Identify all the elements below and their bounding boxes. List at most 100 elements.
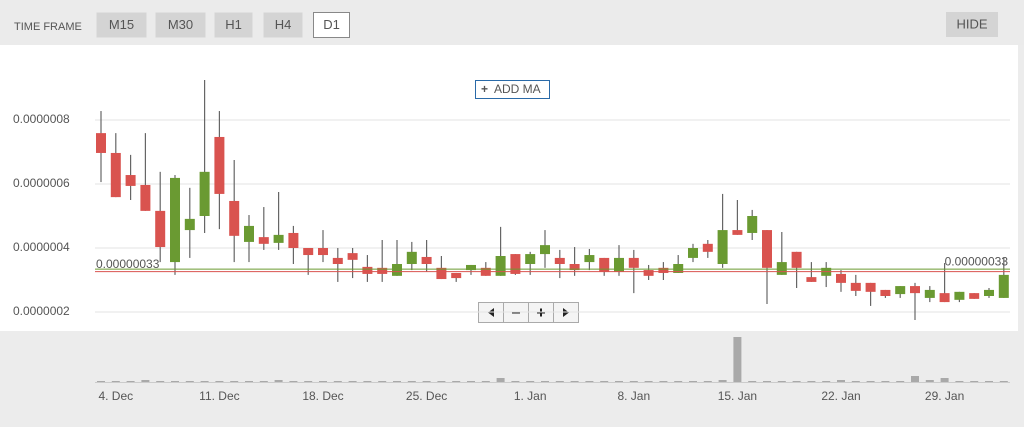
volume-bar bbox=[689, 381, 697, 382]
volume-bar bbox=[615, 381, 623, 382]
x-tick-label: 18. Dec bbox=[302, 389, 343, 403]
volume-bar bbox=[452, 381, 461, 382]
volume-bar bbox=[985, 381, 993, 382]
hide-button[interactable] bbox=[946, 12, 998, 37]
volume-bar bbox=[555, 381, 564, 382]
volume-bar bbox=[304, 381, 313, 382]
volume-bar bbox=[481, 381, 490, 382]
price-line-label: 0.00000033 bbox=[945, 254, 1009, 268]
volume-bar bbox=[319, 381, 327, 382]
add-ma-button[interactable] bbox=[475, 80, 550, 99]
volume-bar bbox=[777, 381, 786, 382]
volume-bar bbox=[363, 381, 372, 382]
candle-body bbox=[495, 256, 506, 276]
volume-bar bbox=[407, 381, 416, 382]
volume-bar bbox=[215, 381, 224, 382]
volume-bar bbox=[348, 381, 357, 382]
timeframe-button[interactable] bbox=[313, 12, 350, 38]
timeframe-label[interactable]: H4 bbox=[275, 17, 292, 32]
volume-bar bbox=[644, 381, 653, 382]
timeframe-label[interactable]: M30 bbox=[168, 17, 193, 32]
volume-bar bbox=[378, 381, 387, 382]
candle-body bbox=[214, 136, 225, 194]
y-tick-label: 0.0000006 bbox=[13, 176, 70, 190]
volume-bar bbox=[585, 381, 594, 382]
candle-body bbox=[244, 225, 254, 242]
volume-bar bbox=[955, 381, 964, 382]
volume-bar bbox=[763, 381, 771, 382]
volume-bar bbox=[289, 381, 298, 382]
candle-body bbox=[702, 243, 713, 252]
candle-body bbox=[525, 254, 536, 264]
candle-body bbox=[688, 248, 698, 258]
toolbar bbox=[0, 0, 1024, 45]
volume-bar bbox=[230, 381, 239, 382]
volume-bar bbox=[896, 381, 905, 382]
volume-bar bbox=[600, 381, 609, 382]
candle-body bbox=[110, 152, 121, 198]
candle-body bbox=[421, 256, 432, 264]
x-tick-label: 4. Dec bbox=[98, 389, 133, 403]
candle-body bbox=[140, 184, 151, 211]
candle-body bbox=[362, 266, 373, 274]
candle-body bbox=[954, 291, 965, 300]
candle-body bbox=[850, 282, 861, 291]
volume-bar bbox=[940, 378, 949, 382]
candle-body bbox=[747, 216, 758, 233]
volume-bar bbox=[748, 381, 757, 382]
volume-bar bbox=[822, 381, 831, 382]
add-ma-icon[interactable]: + bbox=[481, 82, 488, 96]
volume-bar bbox=[925, 380, 934, 382]
x-tick-label: 11. Dec bbox=[199, 389, 239, 403]
candle-body bbox=[392, 264, 402, 276]
volume-bar bbox=[911, 376, 919, 382]
volume-bar bbox=[245, 381, 253, 382]
candle-body bbox=[584, 255, 595, 263]
volume-bar bbox=[171, 381, 179, 382]
candle-body bbox=[288, 232, 299, 248]
add-ma-label[interactable]: ADD MA bbox=[494, 82, 541, 96]
volume-bar bbox=[659, 381, 668, 382]
volume-bar bbox=[111, 381, 120, 382]
timeframe-button[interactable] bbox=[263, 12, 303, 38]
y-tick-label: 0.0000004 bbox=[13, 240, 70, 254]
candle-body bbox=[406, 251, 417, 264]
candle-body bbox=[717, 230, 728, 264]
timeframe-label[interactable]: H1 bbox=[225, 17, 242, 32]
x-tick-label: 1. Jan bbox=[514, 389, 547, 403]
timeframe-label[interactable]: D1 bbox=[323, 17, 340, 32]
candle-body bbox=[347, 253, 358, 260]
volume-bar bbox=[807, 381, 816, 382]
volume-bar bbox=[511, 381, 520, 382]
y-tick-label: 0.0000008 bbox=[13, 112, 70, 126]
volume-bar bbox=[156, 381, 165, 382]
candle-body bbox=[554, 257, 565, 264]
candle-body bbox=[199, 171, 210, 216]
volume-bar bbox=[126, 381, 135, 382]
timeframe-button[interactable] bbox=[155, 12, 206, 38]
volume-bar bbox=[200, 381, 209, 382]
candle-body bbox=[599, 257, 610, 272]
candle-body bbox=[836, 273, 846, 283]
timeframe-label[interactable]: M15 bbox=[109, 17, 134, 32]
timeframe-button[interactable] bbox=[214, 12, 253, 38]
volume-bar bbox=[881, 381, 890, 382]
volume-bar bbox=[570, 381, 579, 382]
candle-body bbox=[895, 286, 906, 295]
volume-bar bbox=[496, 378, 505, 382]
candle-body bbox=[762, 230, 772, 268]
x-tick-label: 8. Jan bbox=[617, 389, 650, 403]
volume-bar bbox=[422, 381, 431, 382]
candle-body bbox=[924, 289, 935, 298]
x-tick-label: 25. Dec bbox=[406, 389, 447, 403]
x-tick-label: 22. Jan bbox=[821, 389, 860, 403]
candle-body bbox=[303, 248, 314, 256]
volume-bar bbox=[333, 381, 342, 382]
timeframe-button[interactable] bbox=[96, 12, 147, 38]
candle-body bbox=[155, 210, 166, 248]
candle-body bbox=[673, 264, 684, 273]
x-tick-label: 15. Jan bbox=[718, 389, 757, 403]
hide-label[interactable]: HIDE bbox=[956, 16, 987, 31]
volume-bar bbox=[703, 381, 712, 382]
